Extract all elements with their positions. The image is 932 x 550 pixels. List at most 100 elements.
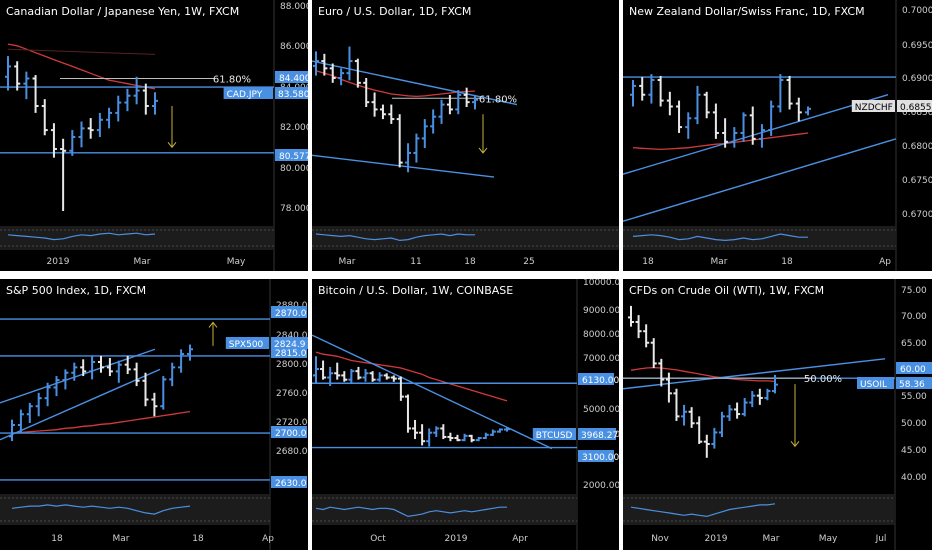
ohlc-bar [87,118,94,139]
symbol-tag-box [225,337,269,349]
ohlc-bar [734,402,741,419]
projection-arrowhead [478,147,488,154]
ohlc-bar [371,92,378,117]
fib-label: 50.00% [804,374,842,385]
y-tick-label: 2840.0 [276,331,308,341]
x-tick-label: Mar [763,534,780,544]
chart-title: Euro / U.S. Dollar, 1D, FXCM [318,5,472,18]
y-tick-label: 8000.00 [583,330,619,340]
ohlc-bar [772,374,778,394]
ohlc-bar [685,112,692,139]
ohlc-bar [390,375,397,382]
symbol-tag-box [857,377,894,389]
ohlc-bar [9,419,15,442]
x-tick-label: Mar [134,257,151,267]
level-label-box [896,362,932,374]
ohlc-bar [133,362,140,387]
y-tick-label: 9000.00 [583,306,619,316]
oscillator-line [11,504,191,515]
ohlc-bar [430,109,437,134]
ohlc-bar [489,429,496,436]
y-tick-label: 2000.00 [583,481,619,491]
ohlc-bar [397,376,404,401]
trend-line [623,358,886,390]
x-tick-label: Apr [512,534,528,544]
ohlc-bar [413,133,420,163]
x-tick-label: Mar [113,534,130,544]
ohlc-bar [5,56,11,91]
btcusd-svg: 10000.009000.008000.007000.005000.004000… [312,279,619,550]
x-tick-label: 2019 [705,534,728,544]
ohlc-bar [96,112,103,137]
ohlc-bar [740,112,747,142]
ohlc-bar [313,51,319,76]
chart-panel-btcusd[interactable]: 10000.009000.008000.007000.005000.004000… [312,279,619,550]
level-label: 2700.0 [275,429,307,439]
ohlc-bar [482,432,489,440]
ohlc-bar [635,315,642,339]
ohlc-bar [405,143,412,173]
ohlc-bar [777,74,784,113]
trend-line [623,94,889,175]
usoil-svg: 75.00 70.00 65.00 60.00 55.00 50.00 45.00 40.00… [623,279,932,550]
ohlc-bar [412,419,419,440]
oscillator-line [632,233,808,242]
ohlc-bar [346,46,353,81]
ohlc-bar [404,394,411,433]
ohlc-bar [41,99,48,136]
level-label-box [578,450,614,462]
price-tag: 0.68558 [900,103,932,113]
ohlc-bar [363,78,370,107]
y-tick-label: 50.00 [901,419,927,429]
ohlc-bar [53,376,60,397]
moving-average-line [11,410,191,434]
ohlc-bar [731,127,738,148]
ohlc-bar [463,87,470,107]
ohlc-bar [496,428,503,433]
ohlc-bar [475,436,482,442]
symbol-tag: NZDCHF [855,103,893,113]
chart-panel-cadjpy[interactable]: 88.00086.00084.00082.00080.00078.0002019… [0,0,308,271]
x-tick-label: 2019 [445,534,468,544]
channel-line-upper [0,348,156,404]
y-tick-label: 40.00 [901,473,927,483]
ohlc-bar [694,85,701,125]
chart-panel-spx500[interactable]: 2880.02840.02800.02760.02720.02680.02640… [0,279,308,550]
chart-panel-usoil[interactable]: 75.00 70.00 65.00 60.00 55.00 50.00 45.00 40.00… [623,279,932,550]
ohlc-bar [504,427,510,432]
ohlc-bar [711,427,718,449]
ohlc-bar [722,118,729,148]
oscillator-line [315,233,475,242]
y-tick-label: 82.000 [280,123,308,133]
y-tick-label: 88.000 [280,2,308,12]
ohlc-bar [26,402,33,423]
ohlc-bar [726,404,733,421]
ohlc-bar [749,391,756,408]
x-tick-label: 18 [642,257,654,267]
chart-panel-eurusd[interactable]: 1.145001.140001.135001.130001.125001.120… [312,0,619,271]
ohlc-bar [703,91,710,119]
y-tick-label: 65.00 [901,339,927,349]
level-label-box [275,149,308,161]
y-tick-label: 2680.0 [276,447,308,457]
y-tick-label: 2760.0 [276,389,308,399]
symbol-tag: SPX500 [229,340,264,350]
ohlc-bar [650,338,657,369]
oscillator-line [315,506,507,518]
ohlc-bar [712,103,719,139]
ohlc-bar [334,362,341,380]
ohlc-bar [433,426,440,437]
ohlc-bar [124,88,131,112]
moving-average-line [632,132,809,151]
ohlc-bar [657,75,664,107]
level-label: 2815.0 [275,349,307,359]
ohlc-bar [142,372,149,407]
ohlc-bar [639,77,646,101]
